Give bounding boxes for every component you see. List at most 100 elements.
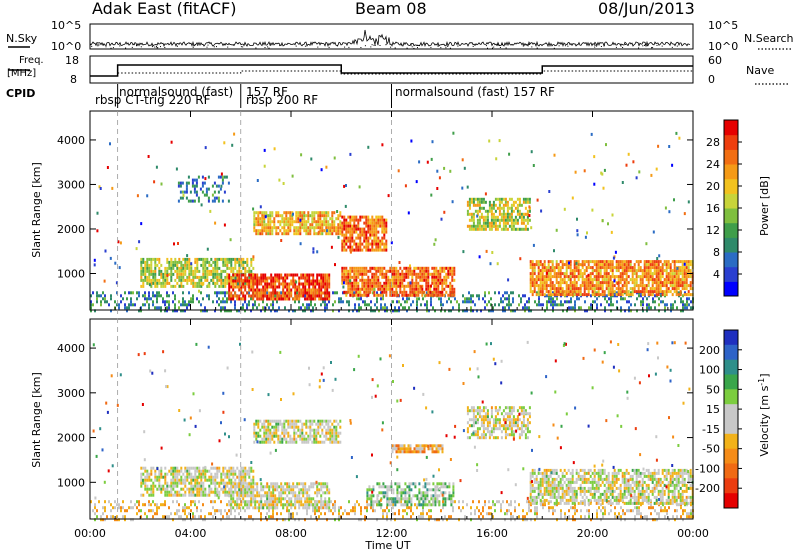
echo-cell [672, 306, 674, 310]
power-y-label: Slant Range [km] [30, 162, 43, 258]
echo-cell [353, 239, 356, 243]
echo-cell [394, 306, 396, 310]
echo-cell [355, 278, 358, 282]
echo-cell [146, 475, 149, 479]
echo-cell [528, 200, 531, 204]
echo-cell [516, 203, 519, 207]
nsearch-dot [615, 46, 617, 48]
echo-cell [186, 275, 189, 279]
echo-cell [230, 294, 233, 298]
echo-cell [196, 487, 199, 491]
echo-cell [466, 503, 468, 507]
echo-cell [247, 284, 250, 288]
echo-cell [234, 291, 237, 295]
echo-cell [283, 220, 286, 224]
echo-cell [216, 481, 219, 485]
echo-cell [585, 275, 588, 279]
echo-cell [665, 260, 668, 264]
echo-cell [246, 291, 249, 295]
echo-cell [320, 285, 323, 289]
echo-cell [425, 266, 428, 270]
echo-cell [502, 221, 505, 225]
echo-cell [242, 266, 245, 270]
echo-cell [207, 175, 210, 179]
echo-cell [429, 287, 432, 291]
echo-cell [641, 278, 644, 282]
echo-cell [528, 205, 531, 209]
echo-cell [230, 481, 233, 485]
echo-cell [529, 284, 532, 288]
echo-cell [419, 284, 422, 288]
echo-cell [316, 282, 319, 286]
echo-cell [638, 170, 641, 174]
echo-cell [324, 294, 327, 298]
echo-cell [190, 297, 192, 301]
nsearch-dot [213, 46, 215, 48]
echo-cell [510, 209, 513, 213]
echo-cell [399, 278, 402, 282]
echo-cell [242, 469, 245, 473]
echo-cell [341, 245, 344, 249]
echo-cell [575, 290, 578, 294]
echo-cell [260, 276, 263, 280]
echo-cell [683, 262, 686, 266]
echo-cell [529, 287, 532, 291]
nsearch-dot [505, 47, 507, 49]
echo-cell [166, 269, 169, 273]
echo-cell [193, 178, 196, 182]
echo-cell [274, 279, 277, 283]
echo-cell [622, 297, 624, 301]
echo-cell [324, 288, 327, 292]
echo-cell [488, 506, 490, 510]
echo-cell [263, 220, 266, 224]
echo-cell [682, 300, 684, 304]
echo-cell [259, 217, 262, 221]
echo-cell [552, 309, 554, 313]
echo-cell [567, 278, 570, 282]
nsky-panel-frame [89, 23, 694, 50]
echo-cell [132, 518, 134, 522]
echo-cell [407, 284, 410, 288]
echo-cell [373, 230, 376, 234]
echo-cell [520, 227, 523, 231]
echo-cell [631, 266, 634, 270]
echo-cell [572, 506, 574, 510]
echo-cell [566, 309, 568, 313]
echo-cell [555, 287, 558, 291]
echo-cell [263, 211, 266, 215]
echo-cell [213, 196, 216, 200]
echo-cell [677, 287, 680, 291]
echo-cell [615, 266, 618, 270]
nsearch-dot [374, 44, 376, 46]
echo-cell [482, 221, 485, 225]
echo-cell [226, 281, 229, 285]
echo-cell [100, 294, 102, 298]
echo-cell [650, 306, 652, 310]
echo-cell [453, 272, 456, 276]
echo-cell [543, 284, 546, 288]
echo-cell [404, 184, 407, 188]
echo-cell [276, 512, 278, 516]
echo-cell [256, 288, 259, 292]
echo-cell [441, 284, 444, 288]
echo-cell [228, 294, 231, 298]
echo-cell [470, 512, 472, 516]
echo-cell [275, 229, 278, 233]
echo-cell [369, 287, 372, 291]
echo-cell [508, 206, 511, 210]
echo-cell [611, 266, 614, 270]
echo-cell [345, 242, 348, 246]
echo-cell [402, 509, 404, 513]
echo-cell [435, 281, 438, 285]
echo-cell [289, 226, 292, 230]
echo-cell [224, 269, 227, 273]
echo-cell [355, 266, 358, 270]
nsearch-dot [493, 46, 495, 48]
echo-cell [660, 300, 662, 304]
echo-cell [280, 500, 282, 504]
echo-cell [204, 493, 207, 497]
echo-cell [146, 490, 149, 494]
echo-cell [375, 224, 378, 228]
echo-cell [573, 290, 576, 294]
echo-cell [675, 269, 678, 273]
